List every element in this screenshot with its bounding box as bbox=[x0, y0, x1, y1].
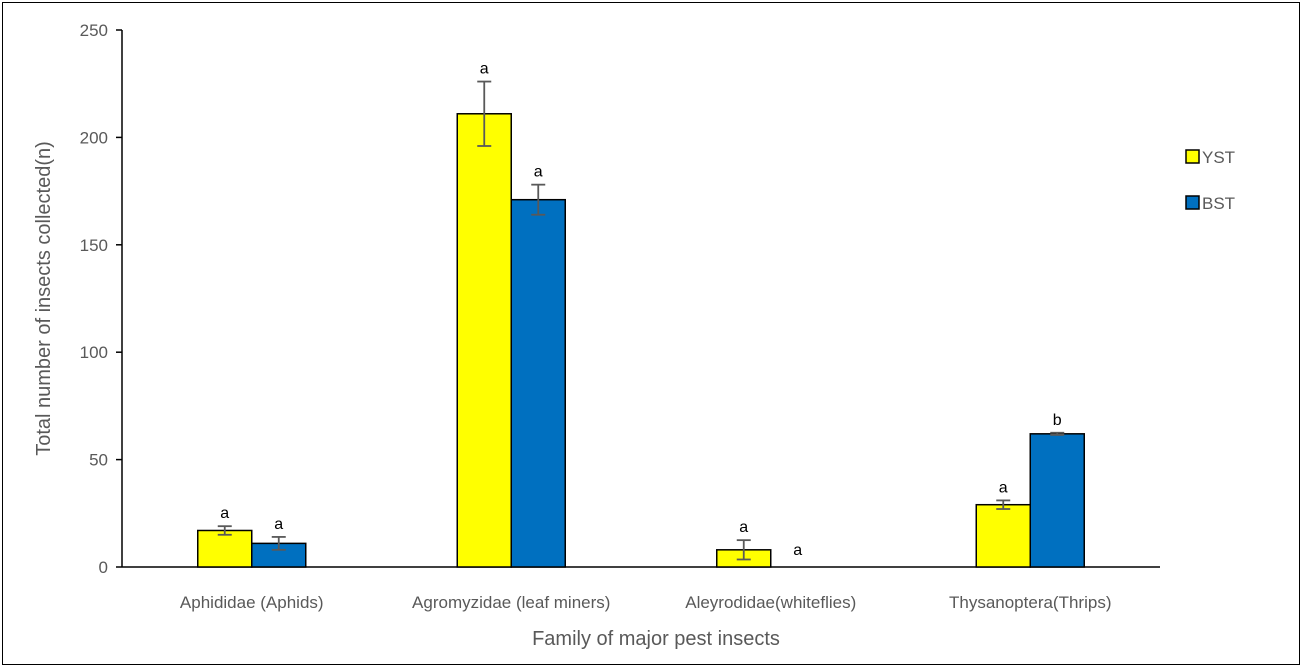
y-axis: 0 50 100 150 200 250 bbox=[80, 21, 123, 577]
y-tick-label: 0 bbox=[99, 558, 108, 577]
legend-swatch-bst bbox=[1185, 195, 1200, 210]
y-tick-label: 250 bbox=[80, 21, 108, 40]
x-tick-label: Agromyzidae (leaf miners) bbox=[412, 593, 610, 612]
x-tick-label: Aleyrodidae(whiteflies) bbox=[685, 593, 856, 612]
y-tick-label: 200 bbox=[80, 128, 108, 147]
bars: a a a a a a a b bbox=[197, 61, 1085, 568]
legend-label: BST bbox=[1202, 194, 1235, 213]
x-tick-label: Thysanoptera(Thrips) bbox=[949, 593, 1112, 612]
legend: YST BST bbox=[1185, 148, 1235, 213]
y-axis-title: Total number of insects collected(n) bbox=[33, 141, 55, 456]
x-axis: Aphididae (Aphids) Agromyzidae (leaf mine… bbox=[122, 566, 1160, 612]
significance-label: a bbox=[739, 519, 748, 536]
bar-yst bbox=[456, 113, 512, 568]
significance-label: a bbox=[999, 479, 1008, 496]
significance-label: b bbox=[1053, 412, 1062, 429]
legend-label: YST bbox=[1202, 148, 1235, 167]
bar-yst bbox=[197, 529, 253, 568]
x-axis-title: Family of major pest insects bbox=[532, 628, 780, 650]
significance-label: a bbox=[480, 61, 489, 78]
significance-label: a bbox=[220, 505, 229, 522]
significance-label: a bbox=[793, 542, 802, 559]
bar-yst bbox=[975, 503, 1031, 568]
bar-bst bbox=[510, 198, 566, 568]
x-tick-label: Aphididae (Aphids) bbox=[180, 593, 324, 612]
significance-label: a bbox=[274, 516, 283, 533]
y-tick-label: 100 bbox=[80, 343, 108, 362]
significance-label: a bbox=[534, 164, 543, 181]
bar-bst bbox=[1029, 433, 1085, 568]
y-tick-label: 150 bbox=[80, 236, 108, 255]
y-tick-label: 50 bbox=[89, 451, 108, 470]
legend-swatch-yst bbox=[1185, 149, 1200, 164]
